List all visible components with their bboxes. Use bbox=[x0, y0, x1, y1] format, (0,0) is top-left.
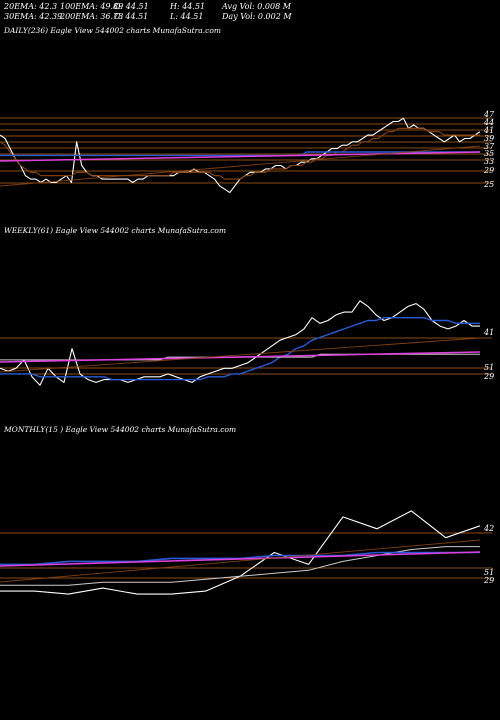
monthly-y-tick-label: 29 bbox=[483, 576, 494, 585]
weekly-panel-title: WEEKLY(61) Eagle View 544002 charts Muna… bbox=[4, 226, 227, 235]
stat-close: C: 44.51 bbox=[114, 12, 149, 21]
stat-avg-vol: Avg Vol: 0.008 M bbox=[222, 2, 291, 11]
monthly-series-line-1 bbox=[0, 546, 480, 586]
daily-y-tick-label: 39 bbox=[484, 134, 494, 143]
daily-y-tick-label: 37 bbox=[484, 142, 495, 151]
stat-100ema: 100EMA: 49.89 bbox=[60, 2, 124, 11]
weekly-series-line-1 bbox=[0, 317, 480, 381]
monthly-mid-ema-line bbox=[0, 539, 481, 583]
daily-series-line-2 bbox=[0, 151, 480, 157]
header-stats: 20EMA: 42.3 100EMA: 49.89 O: 44.51 H: 44… bbox=[4, 2, 496, 22]
daily-y-tick-label: 25 bbox=[483, 180, 494, 189]
stat-200ema: 200EMA: 36.78 bbox=[60, 12, 124, 21]
daily-mid-ema-line bbox=[0, 145, 481, 187]
stat-day-vol: Day Vol: 0.002 M bbox=[222, 12, 292, 21]
weekly-series-line-0 bbox=[0, 300, 480, 386]
daily-y-tick-label: 47 bbox=[483, 110, 495, 119]
stat-20ema: 20EMA: 42.3 bbox=[4, 2, 58, 11]
weekly-long-ema-line bbox=[0, 351, 481, 363]
weekly-y-tick-label: 51 bbox=[484, 363, 494, 372]
daily-long-ema-line bbox=[0, 151, 481, 162]
daily-series-line-1 bbox=[0, 127, 480, 180]
daily-y-tick-label: 41 bbox=[483, 126, 494, 135]
weekly-y-tick-label: 41 bbox=[483, 328, 494, 337]
stat-low: L: 44.51 bbox=[170, 12, 204, 21]
stat-30ema: 30EMA: 42.39 bbox=[4, 12, 63, 21]
daily-panel-title: DAILY(236) Eagle View 544002 charts Muna… bbox=[4, 26, 221, 35]
stats-row-1: 20EMA: 42.3 100EMA: 49.89 O: 44.51 H: 44… bbox=[4, 2, 496, 12]
weekly-mid-ema-line bbox=[0, 337, 481, 373]
stat-open: O: 44.51 bbox=[114, 2, 149, 11]
monthly-y-tick-label: 42 bbox=[483, 524, 494, 533]
monthly-y-tick-label: 51 bbox=[484, 568, 494, 577]
weekly-y-tick-label: 29 bbox=[483, 372, 494, 381]
monthly-panel-title: MONTHLY(15 ) Eagle View 544002 charts Mu… bbox=[4, 425, 237, 434]
monthly-long-ema-line bbox=[0, 551, 481, 567]
daily-y-tick-label: 35 bbox=[484, 149, 494, 158]
stat-high: H: 44.51 bbox=[170, 2, 206, 11]
daily-y-tick-label: 44 bbox=[483, 118, 494, 127]
daily-y-tick-label: 29 bbox=[483, 166, 494, 175]
daily-y-tick-label: 33 bbox=[484, 157, 494, 166]
stats-row-2: 30EMA: 42.39 200EMA: 36.78 C: 44.51 L: 4… bbox=[4, 12, 496, 22]
